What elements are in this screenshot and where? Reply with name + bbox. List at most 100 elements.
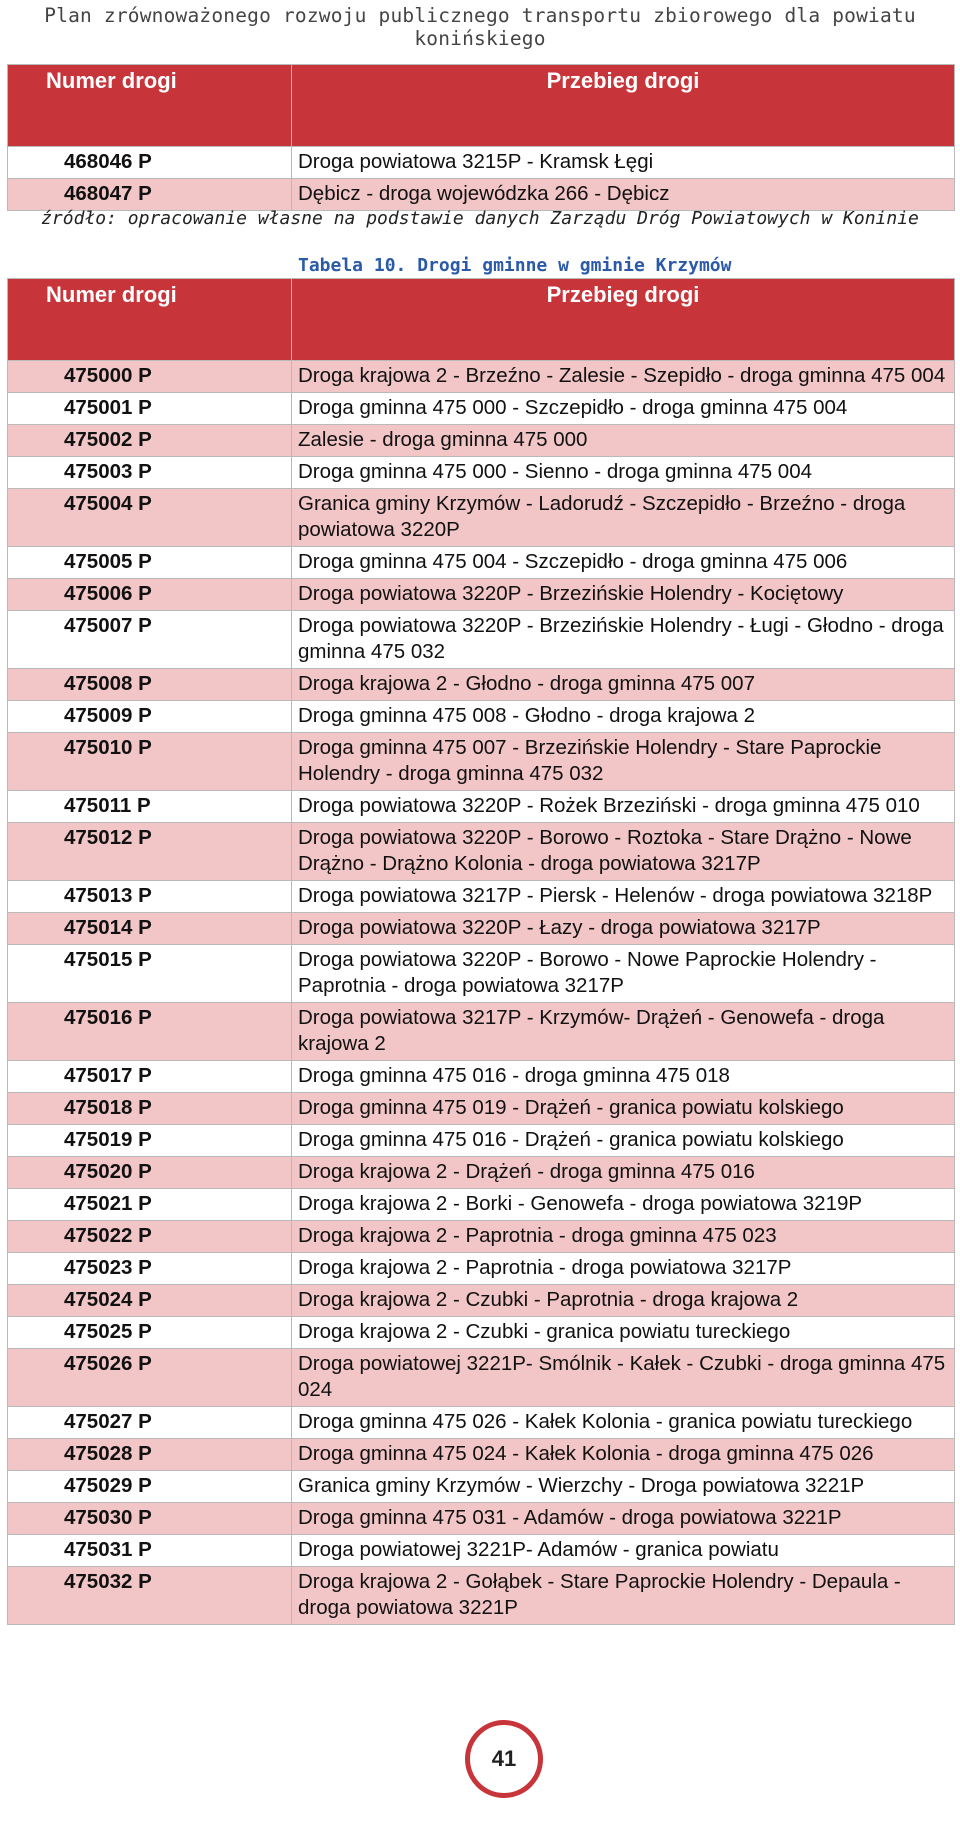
road-route: Droga gminna 475 024 - Kałek Kolonia - d… [291,1438,955,1471]
road-number: 475003 P [7,456,292,489]
krzymow-roads-table: Numer drogi Przebieg drogi 475000 P Droga… [7,278,955,1625]
road-number: 475000 P [7,360,292,393]
table-row: 475025 P Droga krajowa 2 - Czubki - grani… [7,1316,955,1349]
column-header-route: Przebieg drogi [291,64,955,147]
table-row: 475010 P Droga gminna 475 007 - Brzezińsk… [7,732,955,791]
table-row: 475013 P Droga powiatowa 3217P - Piersk -… [7,880,955,913]
road-number: 475014 P [7,912,292,945]
road-route: Droga powiatowa 3220P - Brzezińskie Hole… [291,578,955,611]
table-row: 475004 P Granica gminy Krzymów - Ladorudź… [7,488,955,547]
road-route: Zalesie - droga gminna 475 000 [291,424,955,457]
road-number: 475007 P [7,610,292,669]
table-row: 475022 P Droga krajowa 2 - Paprotnia - dr… [7,1220,955,1253]
column-header-number: Numer drogi [7,64,292,147]
road-number: 475031 P [7,1534,292,1567]
road-number: 475020 P [7,1156,292,1189]
road-route: Droga krajowa 2 - Paprotnia - droga powi… [291,1252,955,1285]
road-number: 475015 P [7,944,292,1003]
table-row: 475030 P Droga gminna 475 031 - Adamów - … [7,1502,955,1535]
road-number: 475022 P [7,1220,292,1253]
table-row: 475014 P Droga powiatowa 3220P - Łazy - d… [7,912,955,945]
table-row: 475015 P Droga powiatowa 3220P - Borowo -… [7,944,955,1003]
road-route: Droga krajowa 2 - Brzeźno - Zalesie - Sz… [291,360,955,393]
table-row: 475001 P Droga gminna 475 000 - Szczepidł… [7,392,955,425]
road-route: Droga gminna 475 031 - Adamów - droga po… [291,1502,955,1535]
road-number: 475009 P [7,700,292,733]
road-number: 475012 P [7,822,292,881]
road-number: 475011 P [7,790,292,823]
road-route: Droga powiatowa 3220P - Łazy - droga pow… [291,912,955,945]
table-row: 475016 P Droga powiatowa 3217P - Krzymów-… [7,1002,955,1061]
table-row: 468047 P Dębicz - droga wojewódzka 266 -… [7,178,955,211]
table-row: 475026 P Droga powiatowej 3221P- Smólnik … [7,1348,955,1407]
road-route: Dębicz - droga wojewódzka 266 - Dębicz [291,178,955,211]
road-number: 475013 P [7,880,292,913]
road-number: 475023 P [7,1252,292,1285]
table-row: 475012 P Droga powiatowa 3220P - Borowo -… [7,822,955,881]
road-number: 475025 P [7,1316,292,1349]
table-row: 475002 P Zalesie - droga gminna 475 000 [7,424,955,457]
road-route: Droga gminna 475 004 - Szczepidło - drog… [291,546,955,579]
road-number: 475005 P [7,546,292,579]
road-route: Droga gminna 475 000 - Sienno - droga gm… [291,456,955,489]
table-row: 475028 P Droga gminna 475 024 - Kałek Kol… [7,1438,955,1471]
road-number: 475024 P [7,1284,292,1317]
table-row: 475023 P Droga krajowa 2 - Paprotnia - dr… [7,1252,955,1285]
road-route: Droga gminna 475 008 - Głodno - droga kr… [291,700,955,733]
table-row: 475031 P Droga powiatowej 3221P- Adamów -… [7,1534,955,1567]
road-number: 475016 P [7,1002,292,1061]
road-number: 475002 P [7,424,292,457]
road-number: 475008 P [7,668,292,701]
road-route: Droga krajowa 2 - Czubki - Paprotnia - d… [291,1284,955,1317]
road-route: Droga powiatowa 3220P - Brzezińskie Hole… [291,610,955,669]
table-header-row: Numer drogi Przebieg drogi [7,64,955,147]
table-row: 475008 P Droga krajowa 2 - Głodno - droga… [7,668,955,701]
table-row: 475032 P Droga krajowa 2 - Gołąbek - Star… [7,1566,955,1625]
road-route: Droga powiatowej 3221P- Smólnik - Kałek … [291,1348,955,1407]
table-row: 475027 P Droga gminna 475 026 - Kałek Kol… [7,1406,955,1439]
road-route: Droga powiatowej 3221P- Adamów - granica… [291,1534,955,1567]
road-number: 475021 P [7,1188,292,1221]
table-row: 475007 P Droga powiatowa 3220P - Brzezińs… [7,610,955,669]
table-row: 475009 P Droga gminna 475 008 - Głodno - … [7,700,955,733]
table-row: 475018 P Droga gminna 475 019 - Drążeń - … [7,1092,955,1125]
road-number: 468046 P [7,146,292,179]
road-route: Droga powiatowa 3217P - Piersk - Helenów… [291,880,955,913]
road-route: Granica gminy Krzymów - Ladorudź - Szcze… [291,488,955,547]
road-route: Droga gminna 475 007 - Brzezińskie Holen… [291,732,955,791]
road-number: 475026 P [7,1348,292,1407]
road-number: 475010 P [7,732,292,791]
running-header: Plan zrównoważonego rozwoju publicznego … [44,4,916,50]
table-row: 468046 P Droga powiatowa 3215P - Kramsk … [7,146,955,179]
road-number: 475027 P [7,1406,292,1439]
source-note: źródło: opracowanie własne na podstawie … [41,208,919,229]
road-route: Droga krajowa 2 - Borki - Genowefa - dro… [291,1188,955,1221]
road-route: Droga krajowa 2 - Głodno - droga gminna … [291,668,955,701]
road-route: Droga gminna 475 026 - Kałek Kolonia - g… [291,1406,955,1439]
table-row: 475006 P Droga powiatowa 3220P - Brzezińs… [7,578,955,611]
table-row: 475020 P Droga krajowa 2 - Drążeń - droga… [7,1156,955,1189]
road-route: Droga krajowa 2 - Gołąbek - Stare Paproc… [291,1566,955,1625]
road-route: Droga powiatowa 3220P - Borowo - Nowe Pa… [291,944,955,1003]
road-number: 475019 P [7,1124,292,1157]
road-route: Droga krajowa 2 - Drążeń - droga gminna … [291,1156,955,1189]
road-number: 475001 P [7,392,292,425]
roads-table-continued: Numer drogi Przebieg drogi 468046 P Drog… [7,64,955,211]
road-route: Droga gminna 475 000 - Szczepidło - drog… [291,392,955,425]
table-row: 475024 P Droga krajowa 2 - Czubki - Papro… [7,1284,955,1317]
road-route: Droga gminna 475 016 - Drążeń - granica … [291,1124,955,1157]
road-number: 475006 P [7,578,292,611]
road-route: Granica gminy Krzymów - Wierzchy - Droga… [291,1470,955,1503]
road-number: 468047 P [7,178,292,211]
road-route: Droga gminna 475 016 - droga gminna 475 … [291,1060,955,1093]
road-number: 475029 P [7,1470,292,1503]
table-row: 475011 P Droga powiatowa 3220P - Rożek Br… [7,790,955,823]
road-number: 475032 P [7,1566,292,1625]
road-number: 475028 P [7,1438,292,1471]
road-route: Droga gminna 475 019 - Drążeń - granica … [291,1092,955,1125]
table-row: 475029 P Granica gminy Krzymów - Wierzchy… [7,1470,955,1503]
table-row: 475000 P Droga krajowa 2 - Brzeźno - Zale… [7,360,955,393]
column-header-number: Numer drogi [7,278,292,361]
column-header-route: Przebieg drogi [291,278,955,361]
road-route: Droga powiatowa 3220P - Borowo - Roztoka… [291,822,955,881]
